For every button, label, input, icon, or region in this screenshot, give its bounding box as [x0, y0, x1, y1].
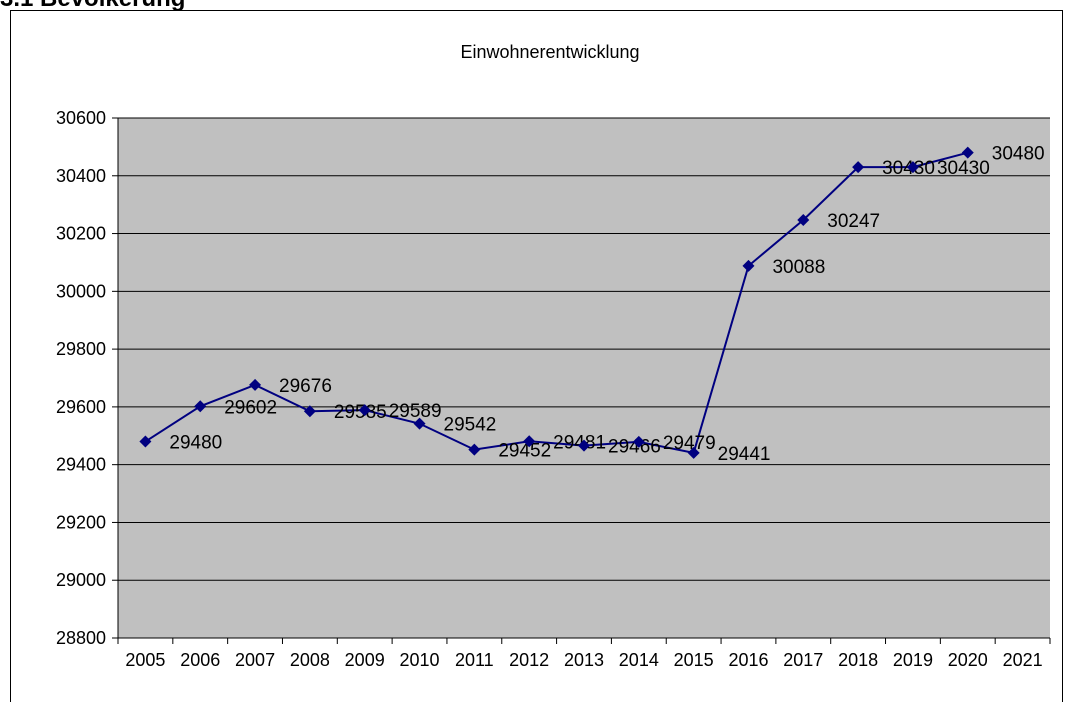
- chart-title: Einwohnerentwicklung: [460, 42, 639, 62]
- x-tick-label: 2009: [345, 650, 385, 670]
- data-label: 30430: [937, 158, 990, 179]
- x-tick-label: 2012: [509, 650, 549, 670]
- data-label: 29585: [334, 402, 387, 423]
- x-tick-label: 2005: [125, 650, 165, 670]
- data-label: 29441: [718, 444, 771, 465]
- heading: 3.1 Bevölkerung: [0, 0, 185, 12]
- marker: [468, 443, 481, 456]
- x-tick-label: 2021: [1003, 650, 1043, 670]
- data-label: 30088: [772, 257, 825, 278]
- x-tick-label: 2018: [838, 650, 878, 670]
- y-tick-label: 30000: [56, 281, 106, 301]
- data-label: 30247: [827, 211, 880, 232]
- chart-border: [10, 10, 1063, 702]
- x-tick-label: 2011: [455, 650, 494, 670]
- data-label: 29452: [498, 441, 551, 462]
- series-line: [144, 151, 969, 454]
- heading-bg: [0, 0, 260, 10]
- x-tick-label: 2020: [948, 650, 988, 670]
- plot-area: [118, 118, 1050, 638]
- x-tick-label: 2013: [564, 650, 604, 670]
- x-tick-label: 2016: [728, 650, 768, 670]
- marker: [523, 435, 536, 448]
- y-tick-label: 29000: [56, 570, 106, 590]
- marker: [742, 259, 755, 272]
- x-tick-label: 2007: [235, 650, 275, 670]
- data-label: 29479: [663, 433, 716, 454]
- x-tick-label: 2008: [290, 650, 330, 670]
- marker: [413, 417, 426, 430]
- marker: [961, 146, 974, 159]
- y-tick-label: 30600: [56, 108, 106, 128]
- x-tick-label: 2017: [783, 650, 823, 670]
- marker: [303, 405, 316, 418]
- data-label: 30480: [992, 144, 1045, 165]
- marker: [687, 446, 700, 459]
- y-tick-label: 29200: [56, 512, 106, 532]
- x-tick-label: 2014: [619, 650, 659, 670]
- y-tick-label: 30400: [56, 166, 106, 186]
- x-tick-label: 2015: [674, 650, 714, 670]
- y-tick-label: 29600: [56, 397, 106, 417]
- marker: [249, 378, 262, 391]
- marker: [797, 213, 810, 226]
- data-label: 29589: [389, 401, 442, 422]
- marker: [358, 404, 371, 417]
- data-label: 29480: [169, 433, 222, 454]
- marker: [578, 439, 590, 452]
- data-label: 29481: [553, 432, 606, 453]
- data-label: 29602: [224, 397, 277, 418]
- x-tick-label: 2006: [180, 650, 220, 670]
- marker: [852, 161, 865, 174]
- y-tick-label: 28800: [56, 628, 106, 648]
- data-label: 29466: [608, 437, 661, 458]
- y-tick-label: 30200: [56, 224, 106, 244]
- data-label: 29542: [444, 415, 497, 436]
- marker: [906, 161, 919, 174]
- marker: [194, 400, 207, 413]
- y-tick-label: 29800: [56, 339, 106, 359]
- x-tick-label: 2019: [893, 650, 933, 670]
- x-tick-label: 2010: [400, 650, 440, 670]
- data-label: 29676: [279, 376, 332, 397]
- marker: [632, 435, 645, 448]
- y-tick-label: 29400: [56, 455, 106, 475]
- marker: [139, 435, 152, 448]
